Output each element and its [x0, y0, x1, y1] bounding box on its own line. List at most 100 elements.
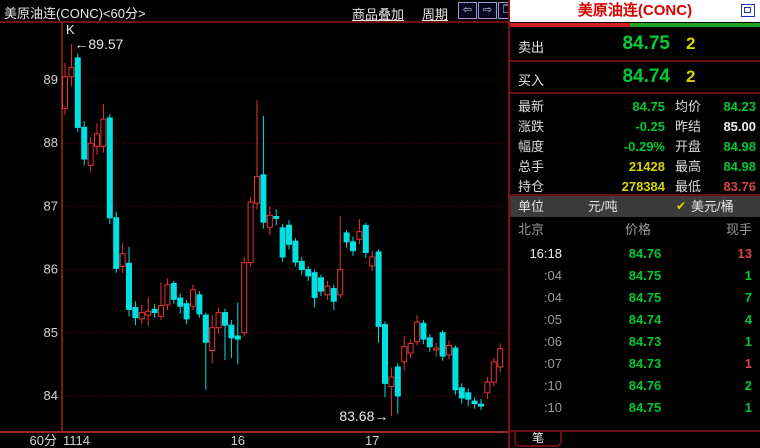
svg-text:87: 87 [44, 198, 58, 213]
tab-bar-line [510, 430, 760, 432]
trade-time: :06 [543, 334, 562, 349]
info-value: 84.98 [723, 139, 756, 154]
trade-price: 84.76 [628, 378, 662, 393]
svg-text:84: 84 [44, 388, 58, 403]
info-value: 83.76 [723, 179, 756, 194]
ask-row: 卖出 84.75 2 [510, 29, 760, 59]
svg-text:85: 85 [44, 325, 58, 340]
quote-panel: 美原油连(CONC) 卖出 84.75 2 买入 84.74 2 最新 84.75… [508, 0, 760, 448]
trade-price: 84.76 [628, 246, 662, 261]
candlestick-chart[interactable]: 89 88 87 86 85 84 1114 16 17 60分 K←89.57 83.68→ [0, 0, 510, 448]
info-value: -0.25 [635, 119, 665, 134]
trade-lots: 1 [744, 334, 752, 349]
overlay-menu-link[interactable]: 商品叠加 [352, 7, 405, 22]
trade-header-lots: 现手 [725, 222, 752, 237]
trade-header-time: 北京 [518, 222, 545, 237]
buy-sell-strength-bar [510, 23, 760, 27]
ask-price: 84.75 [622, 33, 670, 54]
divider [510, 60, 760, 62]
top-toolbar: 美原油连(CONC)<60分> 商品叠加 周期 ⇦ ⇨ ❐ [0, 0, 517, 22]
unit-label: 单位 [518, 199, 545, 214]
svg-text:60分: 60分 [30, 433, 57, 448]
trade-time: :04 [543, 268, 562, 283]
info-value: 21428 [628, 159, 665, 174]
svg-text:17: 17 [365, 433, 379, 448]
period-menu-link[interactable]: 周期 [422, 7, 449, 22]
bid-label: 买入 [518, 73, 545, 88]
info-label: 持仓 [518, 179, 545, 194]
trade-row: :10 84.76 2 [510, 375, 760, 397]
strength-bar-green [630, 23, 760, 27]
trade-lots: 1 [744, 268, 752, 283]
divider [510, 92, 760, 94]
svg-text:1114: 1114 [63, 433, 90, 448]
info-label: 涨跌 [518, 119, 545, 134]
arrow-right-icon[interactable]: ⇨ [478, 2, 497, 19]
info-label: 总手 [518, 159, 545, 174]
trade-price: 84.75 [628, 290, 662, 305]
trade-lots: 1 [744, 400, 752, 415]
trade-row: :10 84.75 1 [510, 397, 760, 419]
info-value: 84.23 [723, 99, 756, 114]
info-label: 最新 [518, 99, 545, 114]
arrow-left-icon[interactable]: ⇦ [458, 2, 477, 19]
svg-text:89: 89 [44, 72, 58, 87]
trade-lots: 7 [744, 290, 752, 305]
trade-time: :10 [543, 378, 562, 393]
tab-tick[interactable]: 笔 [514, 432, 562, 447]
svg-text:86: 86 [44, 262, 58, 277]
info-label: 开盘 [675, 139, 702, 154]
info-label: 最低 [675, 179, 702, 194]
info-label: 幅度 [518, 139, 545, 154]
ask-label: 卖出 [518, 40, 545, 55]
trade-time: :10 [543, 400, 562, 415]
trade-row: :06 84.73 1 [510, 331, 760, 353]
restore-window-icon[interactable] [741, 4, 755, 17]
bid-lots: 2 [686, 67, 696, 86]
info-label: 最高 [675, 159, 702, 174]
info-value: 84.98 [723, 159, 756, 174]
bid-row: 买入 84.74 2 [510, 62, 760, 92]
unit-option-usd-barrel[interactable]: 美元/桶 [691, 199, 734, 214]
instrument-title: 美原油连(CONC) [577, 2, 693, 19]
info-label: 昨结 [675, 119, 702, 134]
info-value: 84.75 [632, 99, 665, 114]
trade-lots: 1 [744, 356, 752, 371]
info-value: 278384 [621, 179, 665, 194]
trade-price: 84.75 [628, 400, 662, 415]
svg-text:16: 16 [231, 433, 245, 448]
trade-price: 84.75 [628, 268, 662, 283]
chart-title: 美原油连(CONC)<60分> [4, 6, 146, 21]
quote-info-row: 最新 84.75 均价 84.23 [510, 96, 760, 117]
svg-text:K: K [66, 22, 75, 37]
svg-text:88: 88 [44, 135, 58, 150]
ask-lots: 2 [686, 34, 696, 53]
trade-row: :05 84.74 4 [510, 309, 760, 331]
toolbar-divider [0, 21, 760, 23]
unit-option-yuan-ton[interactable]: 元/吨 [588, 199, 618, 214]
trade-time: :07 [543, 356, 562, 371]
trade-row: 16:18 84.76 13 [510, 243, 760, 265]
trade-time: 16:18 [529, 246, 562, 261]
trade-row: :04 84.75 1 [510, 265, 760, 287]
trade-row: :04 84.75 7 [510, 287, 760, 309]
trade-list-header: 北京 价格 现手 [510, 219, 760, 241]
trade-time: :04 [543, 290, 562, 305]
quote-info-row: 涨跌 -0.25 昨结 85.00 [510, 116, 760, 137]
quote-info-row: 幅度 -0.29% 开盘 84.98 [510, 136, 760, 157]
svg-text:83.68→: 83.68→ [339, 408, 388, 424]
info-label: 均价 [675, 99, 702, 114]
svg-text:←89.57: ←89.57 [74, 36, 123, 52]
info-value: -0.29% [623, 139, 665, 154]
trade-row: :07 84.73 1 [510, 353, 760, 375]
divider [510, 194, 760, 196]
trade-header-price: 价格 [625, 222, 652, 237]
trade-price: 84.74 [628, 312, 662, 327]
trade-lots: 4 [744, 312, 752, 327]
quote-info-row: 持仓 278384 最低 83.76 [510, 176, 760, 197]
bid-price: 84.74 [622, 66, 670, 87]
trade-lots: 2 [744, 378, 752, 393]
quote-panel-header: 美原油连(CONC) [510, 0, 760, 22]
trade-price: 84.73 [628, 356, 662, 371]
info-value: 85.00 [723, 119, 756, 134]
